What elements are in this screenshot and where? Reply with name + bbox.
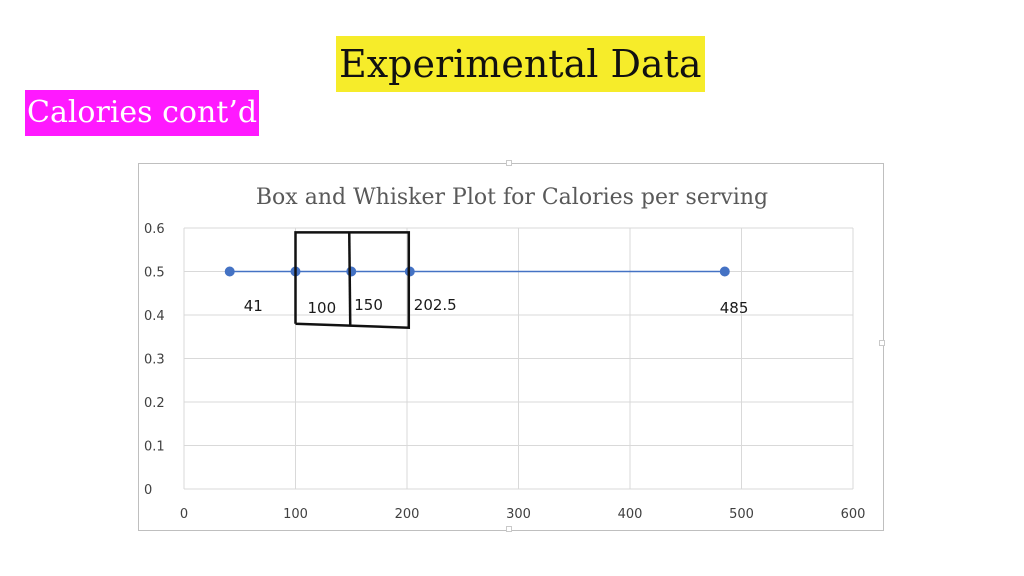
x-tick-label: 300 [506,507,531,522]
annotation-label: 100 [308,299,337,317]
x-tick-label: 500 [729,507,754,522]
x-tick-label: 600 [841,507,866,522]
slide-title: Experimental Data [336,36,705,92]
box-median-line [348,232,352,326]
frame-handle-right[interactable] [879,340,885,346]
slide-subtitle: Calories cont’d [25,90,260,136]
y-tick-label: 0 [144,483,152,498]
box-whisker-chart: Box and Whisker Plot for Calories per se… [144,185,866,522]
annotation-label: 202.5 [414,296,457,314]
y-tick-label: 0.6 [144,222,165,237]
data-point [224,266,235,277]
chart-title: Box and Whisker Plot for Calories per se… [256,185,768,210]
annotation-label: 485 [720,299,749,317]
data-point [346,266,357,277]
chart-frame: Box and Whisker Plot for Calories per se… [138,160,885,532]
y-tick-label: 0.5 [144,266,165,281]
y-tick-label: 0.4 [144,309,165,324]
annotation-label: 41 [244,297,263,315]
box-outline [294,231,411,329]
frame-handle-top[interactable] [506,160,512,166]
y-tick-label: 0.2 [144,396,165,411]
annotation-label: 150 [354,296,383,314]
x-tick-label: 200 [395,507,420,522]
x-tick-label: 100 [283,507,308,522]
x-tick-label: 0 [180,507,188,522]
y-tick-label: 0.1 [144,440,165,455]
y-tick-label: 0.3 [144,353,165,368]
frame-handle-bottom[interactable] [506,526,512,532]
x-tick-label: 400 [618,507,643,522]
data-point [719,266,730,277]
